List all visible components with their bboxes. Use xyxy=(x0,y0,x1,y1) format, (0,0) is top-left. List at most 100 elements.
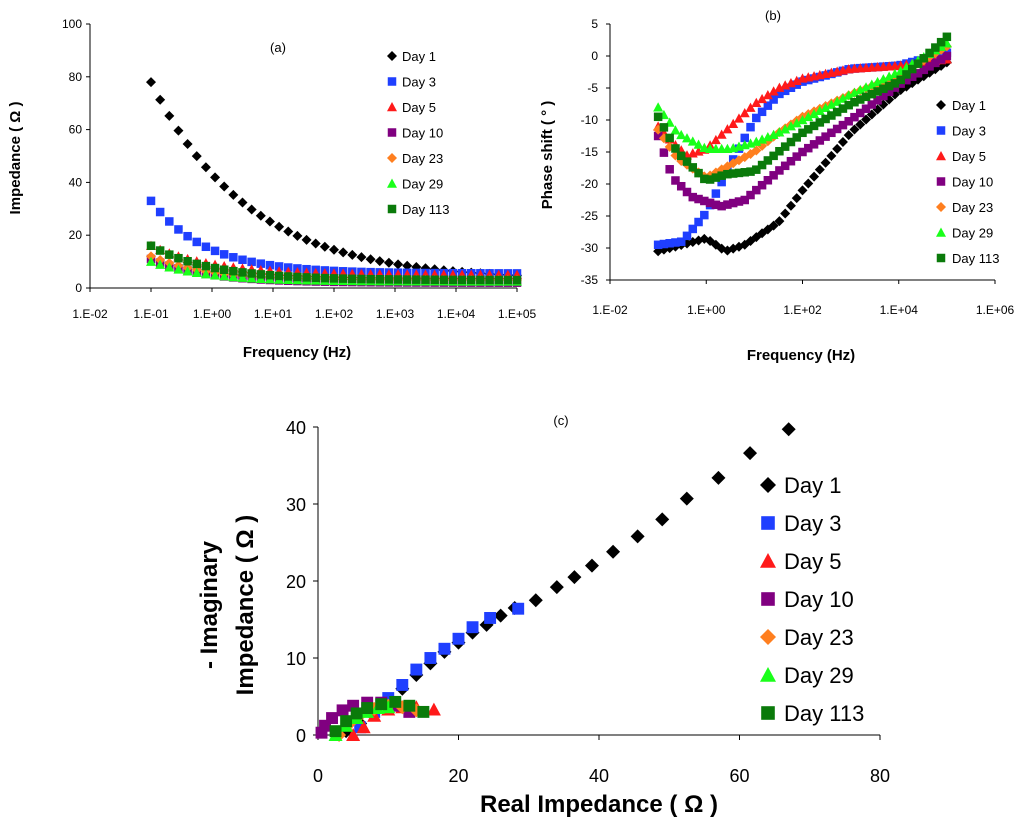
data-point xyxy=(174,253,183,263)
data-point xyxy=(670,125,681,135)
data-point xyxy=(347,699,360,712)
data-point xyxy=(382,692,395,704)
data-point xyxy=(402,275,412,284)
data-point xyxy=(769,95,778,104)
legend-label: Day 29 xyxy=(952,226,993,241)
y-tick-label: -15 xyxy=(581,145,599,159)
data-point xyxy=(855,119,866,130)
data-point xyxy=(907,72,917,81)
data-point xyxy=(201,261,211,271)
y-axis-label-line1: - Imaginary xyxy=(196,540,223,669)
data-point xyxy=(653,240,663,250)
data-point xyxy=(146,241,156,251)
data-point xyxy=(867,89,877,99)
legend-marker xyxy=(761,706,775,720)
legend-marker xyxy=(936,253,946,263)
data-point xyxy=(786,83,796,92)
data-point xyxy=(781,422,796,437)
data-point xyxy=(430,275,439,285)
data-point xyxy=(340,715,353,728)
data-point xyxy=(711,173,721,182)
data-point xyxy=(694,168,703,178)
data-point xyxy=(229,266,238,276)
data-point xyxy=(849,124,860,135)
y-tick-label: -35 xyxy=(581,273,599,287)
data-point xyxy=(769,151,778,161)
legend-label: Day 1 xyxy=(784,473,841,498)
data-point xyxy=(219,250,229,259)
data-point xyxy=(366,274,375,284)
data-point xyxy=(780,161,790,171)
data-point xyxy=(165,250,174,259)
data-point xyxy=(155,246,165,255)
data-point xyxy=(210,270,221,280)
data-point xyxy=(292,230,303,241)
y-tick-label: -5 xyxy=(587,81,598,95)
data-point xyxy=(768,129,779,139)
data-point xyxy=(780,208,791,219)
data-point xyxy=(310,238,321,249)
data-point xyxy=(746,167,755,176)
data-point xyxy=(584,558,599,573)
x-axis-label: Real Impedance ( Ω ) xyxy=(480,791,718,818)
data-point xyxy=(763,176,773,185)
data-point xyxy=(879,91,888,101)
x-tick-label: 1.E-01 xyxy=(133,307,169,321)
data-point xyxy=(174,225,183,234)
y-tick-label: 60 xyxy=(69,123,83,137)
data-point xyxy=(723,200,732,209)
data-point xyxy=(873,87,882,96)
legend-label: Day 113 xyxy=(402,202,449,217)
data-point xyxy=(752,113,761,123)
data-point xyxy=(827,111,836,120)
data-point xyxy=(786,137,796,147)
series-day-113 xyxy=(653,32,952,184)
data-point xyxy=(751,97,762,107)
legend-label: Day 10 xyxy=(402,126,443,141)
series-day-10 xyxy=(653,51,952,211)
legend-marker xyxy=(936,126,946,135)
legend-marker xyxy=(936,227,946,237)
data-point xyxy=(815,136,825,145)
data-point xyxy=(694,217,703,227)
data-point xyxy=(200,269,211,279)
data-point xyxy=(913,69,923,78)
data-point xyxy=(676,237,686,246)
data-point xyxy=(942,51,952,61)
x-tick-label: 1.E+02 xyxy=(783,303,822,317)
data-point xyxy=(838,104,848,113)
data-point xyxy=(655,512,670,527)
data-point xyxy=(936,37,946,47)
data-point xyxy=(913,59,923,68)
data-point xyxy=(466,621,479,634)
data-point xyxy=(182,266,193,276)
legend-label: Day 29 xyxy=(784,663,854,688)
series-day-113 xyxy=(329,695,430,738)
data-point xyxy=(356,720,371,734)
data-point xyxy=(659,123,669,132)
data-point xyxy=(375,698,388,711)
legend-marker xyxy=(387,77,397,86)
data-point xyxy=(274,271,284,281)
y-axis-label: Phase shift ( ° ) xyxy=(539,101,556,210)
data-point xyxy=(809,121,819,131)
data-point xyxy=(867,100,877,109)
data-point xyxy=(630,529,645,544)
data-point xyxy=(693,139,704,149)
data-point xyxy=(774,216,785,227)
data-point xyxy=(837,93,848,103)
legend-label: Day 23 xyxy=(784,625,854,650)
data-point xyxy=(775,146,784,156)
x-tick-label: 1.E+04 xyxy=(880,303,919,317)
legend-marker xyxy=(936,202,946,212)
legend-marker xyxy=(936,100,946,110)
data-point xyxy=(384,275,394,284)
x-tick-label: 1.E-02 xyxy=(72,307,108,321)
data-point xyxy=(361,702,374,714)
x-tick-label: 20 xyxy=(448,766,468,786)
data-point xyxy=(837,137,848,148)
data-point xyxy=(861,104,871,113)
data-point xyxy=(396,679,409,691)
data-point xyxy=(757,160,767,170)
